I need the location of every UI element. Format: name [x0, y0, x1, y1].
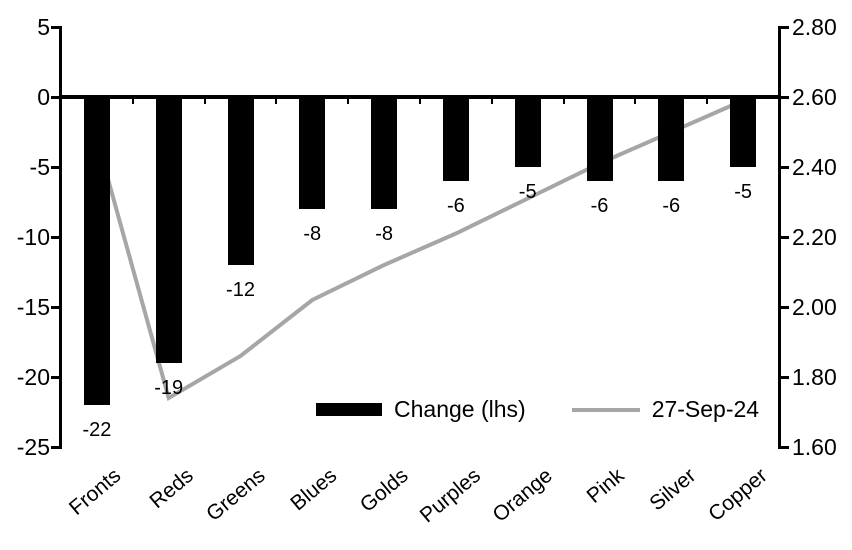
left-axis-tick-label: 5 — [37, 14, 50, 40]
bar-value-label: -5 — [734, 181, 752, 203]
bar-greens — [227, 97, 254, 265]
right-axis-tick-label: 1.60 — [792, 434, 837, 460]
bar-swatch-icon — [316, 403, 382, 416]
right-axis-tick — [781, 25, 789, 29]
right-axis-tick-label: 2.40 — [792, 154, 837, 180]
left-axis-tick-label: -20 — [16, 364, 50, 390]
bar-copper — [730, 97, 757, 167]
bar-pink — [586, 97, 613, 181]
left-axis-tick-label: -15 — [16, 294, 50, 320]
category-boundary-tick — [778, 97, 780, 104]
left-axis-tick-label: -25 — [16, 434, 50, 460]
line-series-27-sep-24 — [94, 98, 744, 402]
right-axis-tick-label: 2.20 — [792, 224, 837, 250]
left-axis-tick-label: 0 — [37, 84, 50, 110]
left-axis-tick — [51, 375, 59, 379]
bar-orange — [514, 97, 541, 167]
bar-value-label: -8 — [375, 223, 393, 245]
left-axis-tick — [51, 165, 59, 169]
right-axis-tick — [781, 95, 789, 99]
left-axis-tick — [51, 235, 59, 239]
legend-item-27-sep-24: 27-Sep-24 — [571, 396, 760, 423]
bar-value-label: -12 — [226, 279, 255, 301]
category-boundary-tick — [706, 97, 709, 104]
category-boundary-tick — [203, 97, 206, 104]
right-axis-tick — [781, 165, 789, 169]
bar-value-label: -8 — [303, 223, 322, 245]
bar-value-label: -6 — [662, 195, 681, 217]
category-boundary-tick — [275, 97, 278, 104]
right-axis-tick-label: 2.00 — [792, 294, 837, 320]
left-axis-tick-label: -5 — [29, 154, 50, 180]
right-axis-tick — [781, 375, 789, 379]
left-axis-tick — [51, 25, 59, 29]
legend-label-27-sep-24: 27-Sep-24 — [651, 396, 760, 422]
right-axis-tick-label: 2.60 — [792, 84, 837, 110]
bar-value-label: -5 — [518, 181, 537, 203]
bar-reds — [155, 97, 182, 363]
category-boundary-tick — [562, 97, 565, 104]
bar-value-label: -6 — [446, 195, 465, 217]
left-axis-tick — [51, 95, 59, 99]
right-axis-tick — [781, 235, 789, 239]
right-axis-tick-label: 2.80 — [792, 14, 837, 40]
legend-label-change-lhs: Change (lhs) — [394, 396, 526, 422]
bar-value-label: -22 — [82, 419, 112, 441]
right-axis-tick — [781, 445, 789, 449]
line-swatch-icon — [571, 407, 640, 412]
bar-value-label: -6 — [590, 195, 609, 217]
right-axis-line — [778, 25, 781, 449]
bar-silver — [658, 97, 685, 181]
category-boundary-tick — [419, 97, 421, 104]
category-boundary-tick — [347, 97, 350, 104]
bar-purples — [442, 97, 469, 181]
legend-item-change-lhs: Change (lhs) — [316, 396, 526, 423]
category-boundary-tick — [634, 97, 637, 104]
left-axis-tick-label: -10 — [16, 224, 50, 250]
right-axis-tick-label: 1.80 — [792, 364, 837, 390]
bar-golds — [371, 97, 398, 209]
left-axis-tick — [51, 305, 59, 309]
bar-value-label: -19 — [154, 377, 184, 399]
legend: Change (lhs) 27-Sep-24 — [316, 396, 759, 423]
category-boundary-tick — [131, 97, 134, 104]
category-boundary-tick — [60, 97, 62, 104]
right-axis-tick — [781, 305, 789, 309]
category-boundary-tick — [490, 97, 493, 104]
left-axis-line — [59, 25, 62, 449]
bar-fronts — [83, 97, 110, 405]
bar-blues — [299, 97, 326, 209]
left-axis-tick — [51, 445, 59, 449]
